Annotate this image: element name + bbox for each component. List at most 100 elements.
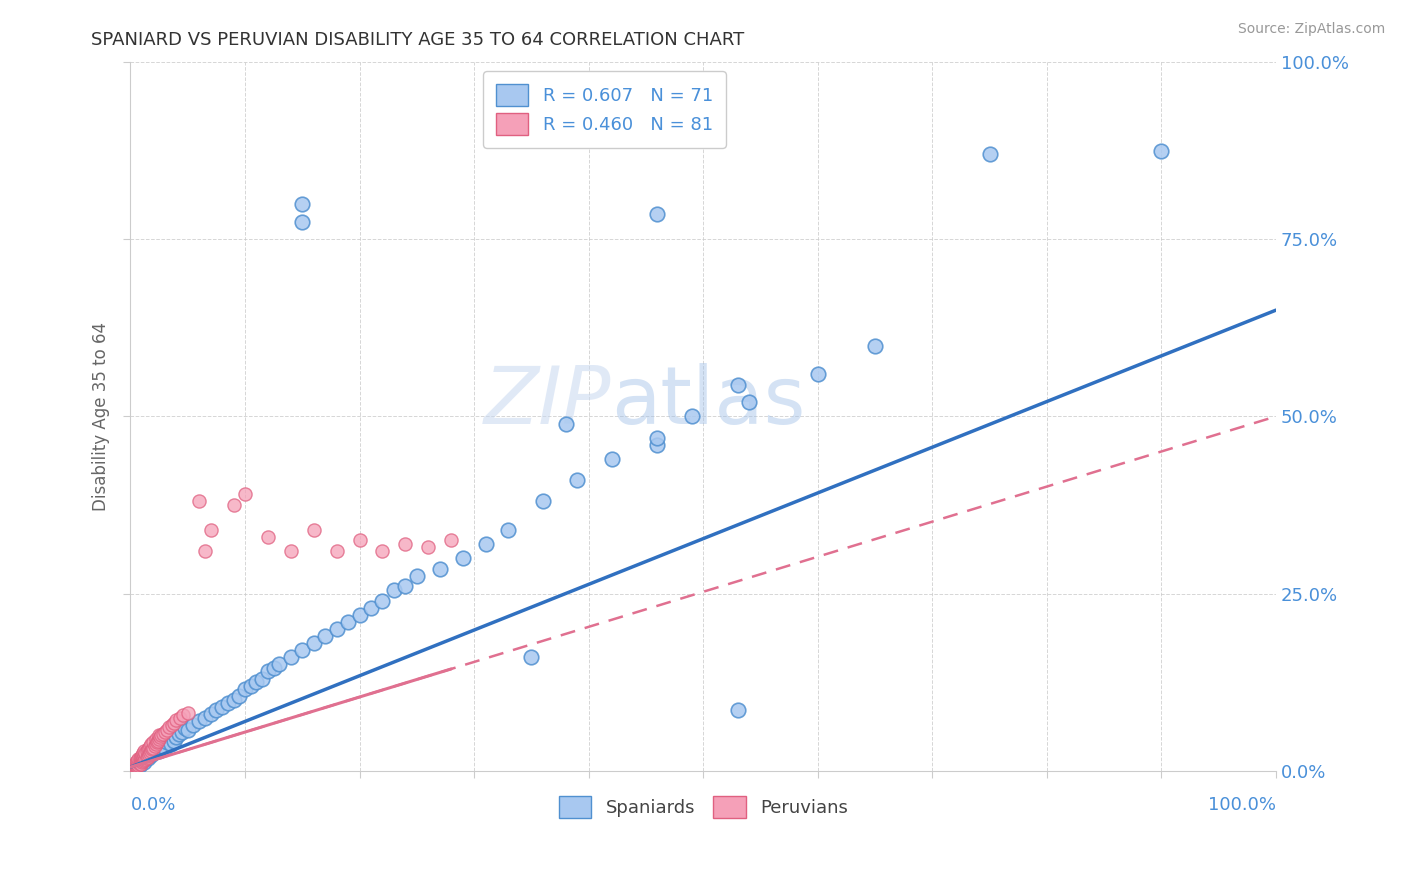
- Point: [153, 741, 176, 756]
- Point: [145, 737, 167, 751]
- Point: [139, 746, 162, 760]
- Point: [205, 703, 228, 717]
- Point: [135, 744, 157, 758]
- Point: [125, 760, 148, 774]
- Point: [554, 417, 576, 431]
- Point: [142, 735, 165, 749]
- Point: [440, 533, 463, 548]
- Point: [172, 708, 194, 723]
- Legend: Spaniards, Peruvians: Spaniards, Peruvians: [551, 789, 855, 825]
- Point: [139, 739, 162, 753]
- Text: 0.0%: 0.0%: [131, 796, 176, 814]
- Point: [122, 759, 145, 773]
- Point: [188, 494, 211, 508]
- Point: [239, 679, 262, 693]
- Point: [152, 727, 174, 741]
- Point: [250, 672, 273, 686]
- Point: [291, 214, 314, 228]
- Point: [156, 735, 179, 749]
- Point: [124, 756, 146, 771]
- Point: [222, 498, 245, 512]
- Point: [132, 749, 155, 764]
- Point: [121, 762, 143, 776]
- Point: [132, 755, 155, 769]
- Point: [163, 715, 186, 730]
- Point: [159, 737, 181, 751]
- Y-axis label: Disability Age 35 to 64: Disability Age 35 to 64: [93, 322, 110, 511]
- Point: [134, 748, 156, 763]
- Point: [160, 717, 183, 731]
- Point: [134, 749, 156, 764]
- Point: [127, 756, 149, 771]
- Point: [149, 730, 172, 744]
- Point: [738, 395, 761, 409]
- Point: [169, 710, 191, 724]
- Point: [148, 731, 170, 746]
- Point: [141, 742, 163, 756]
- Point: [228, 690, 250, 704]
- Point: [127, 758, 149, 772]
- Point: [124, 758, 146, 772]
- Point: [146, 734, 169, 748]
- Point: [148, 728, 170, 742]
- Point: [200, 523, 222, 537]
- Point: [138, 748, 160, 763]
- Point: [222, 693, 245, 707]
- Text: Source: ZipAtlas.com: Source: ZipAtlas.com: [1237, 22, 1385, 37]
- Point: [134, 753, 156, 767]
- Point: [291, 643, 314, 657]
- Point: [122, 758, 145, 772]
- Point: [325, 544, 347, 558]
- Point: [863, 338, 886, 352]
- Point: [245, 675, 267, 690]
- Point: [498, 523, 520, 537]
- Point: [200, 706, 222, 721]
- Point: [128, 751, 150, 765]
- Point: [807, 367, 830, 381]
- Point: [188, 714, 211, 728]
- Point: [143, 739, 166, 753]
- Point: [167, 727, 190, 741]
- Point: [170, 724, 193, 739]
- Point: [145, 742, 167, 756]
- Point: [134, 752, 156, 766]
- Point: [394, 579, 416, 593]
- Point: [1150, 144, 1173, 158]
- Point: [125, 755, 148, 769]
- Point: [165, 730, 187, 744]
- Point: [138, 741, 160, 756]
- Point: [156, 723, 179, 737]
- Point: [148, 744, 170, 758]
- Point: [211, 700, 233, 714]
- Point: [142, 741, 165, 756]
- Point: [145, 731, 167, 746]
- Point: [681, 409, 703, 424]
- Point: [520, 650, 543, 665]
- Point: [152, 739, 174, 753]
- Point: [129, 756, 152, 771]
- Point: [979, 147, 1001, 161]
- Point: [302, 523, 325, 537]
- Point: [131, 753, 153, 767]
- Point: [727, 703, 749, 717]
- Point: [177, 723, 200, 737]
- Point: [127, 754, 149, 768]
- Point: [128, 755, 150, 769]
- Point: [139, 744, 162, 758]
- Point: [280, 650, 302, 665]
- Point: [131, 748, 153, 763]
- Point: [142, 746, 165, 760]
- Point: [647, 207, 669, 221]
- Point: [382, 582, 405, 597]
- Point: [418, 541, 440, 555]
- Point: [134, 755, 156, 769]
- Point: [131, 751, 153, 765]
- Point: [405, 569, 427, 583]
- Point: [394, 537, 416, 551]
- Point: [325, 622, 347, 636]
- Point: [567, 473, 589, 487]
- Point: [121, 760, 143, 774]
- Point: [139, 748, 162, 763]
- Point: [127, 756, 149, 771]
- Point: [257, 665, 280, 679]
